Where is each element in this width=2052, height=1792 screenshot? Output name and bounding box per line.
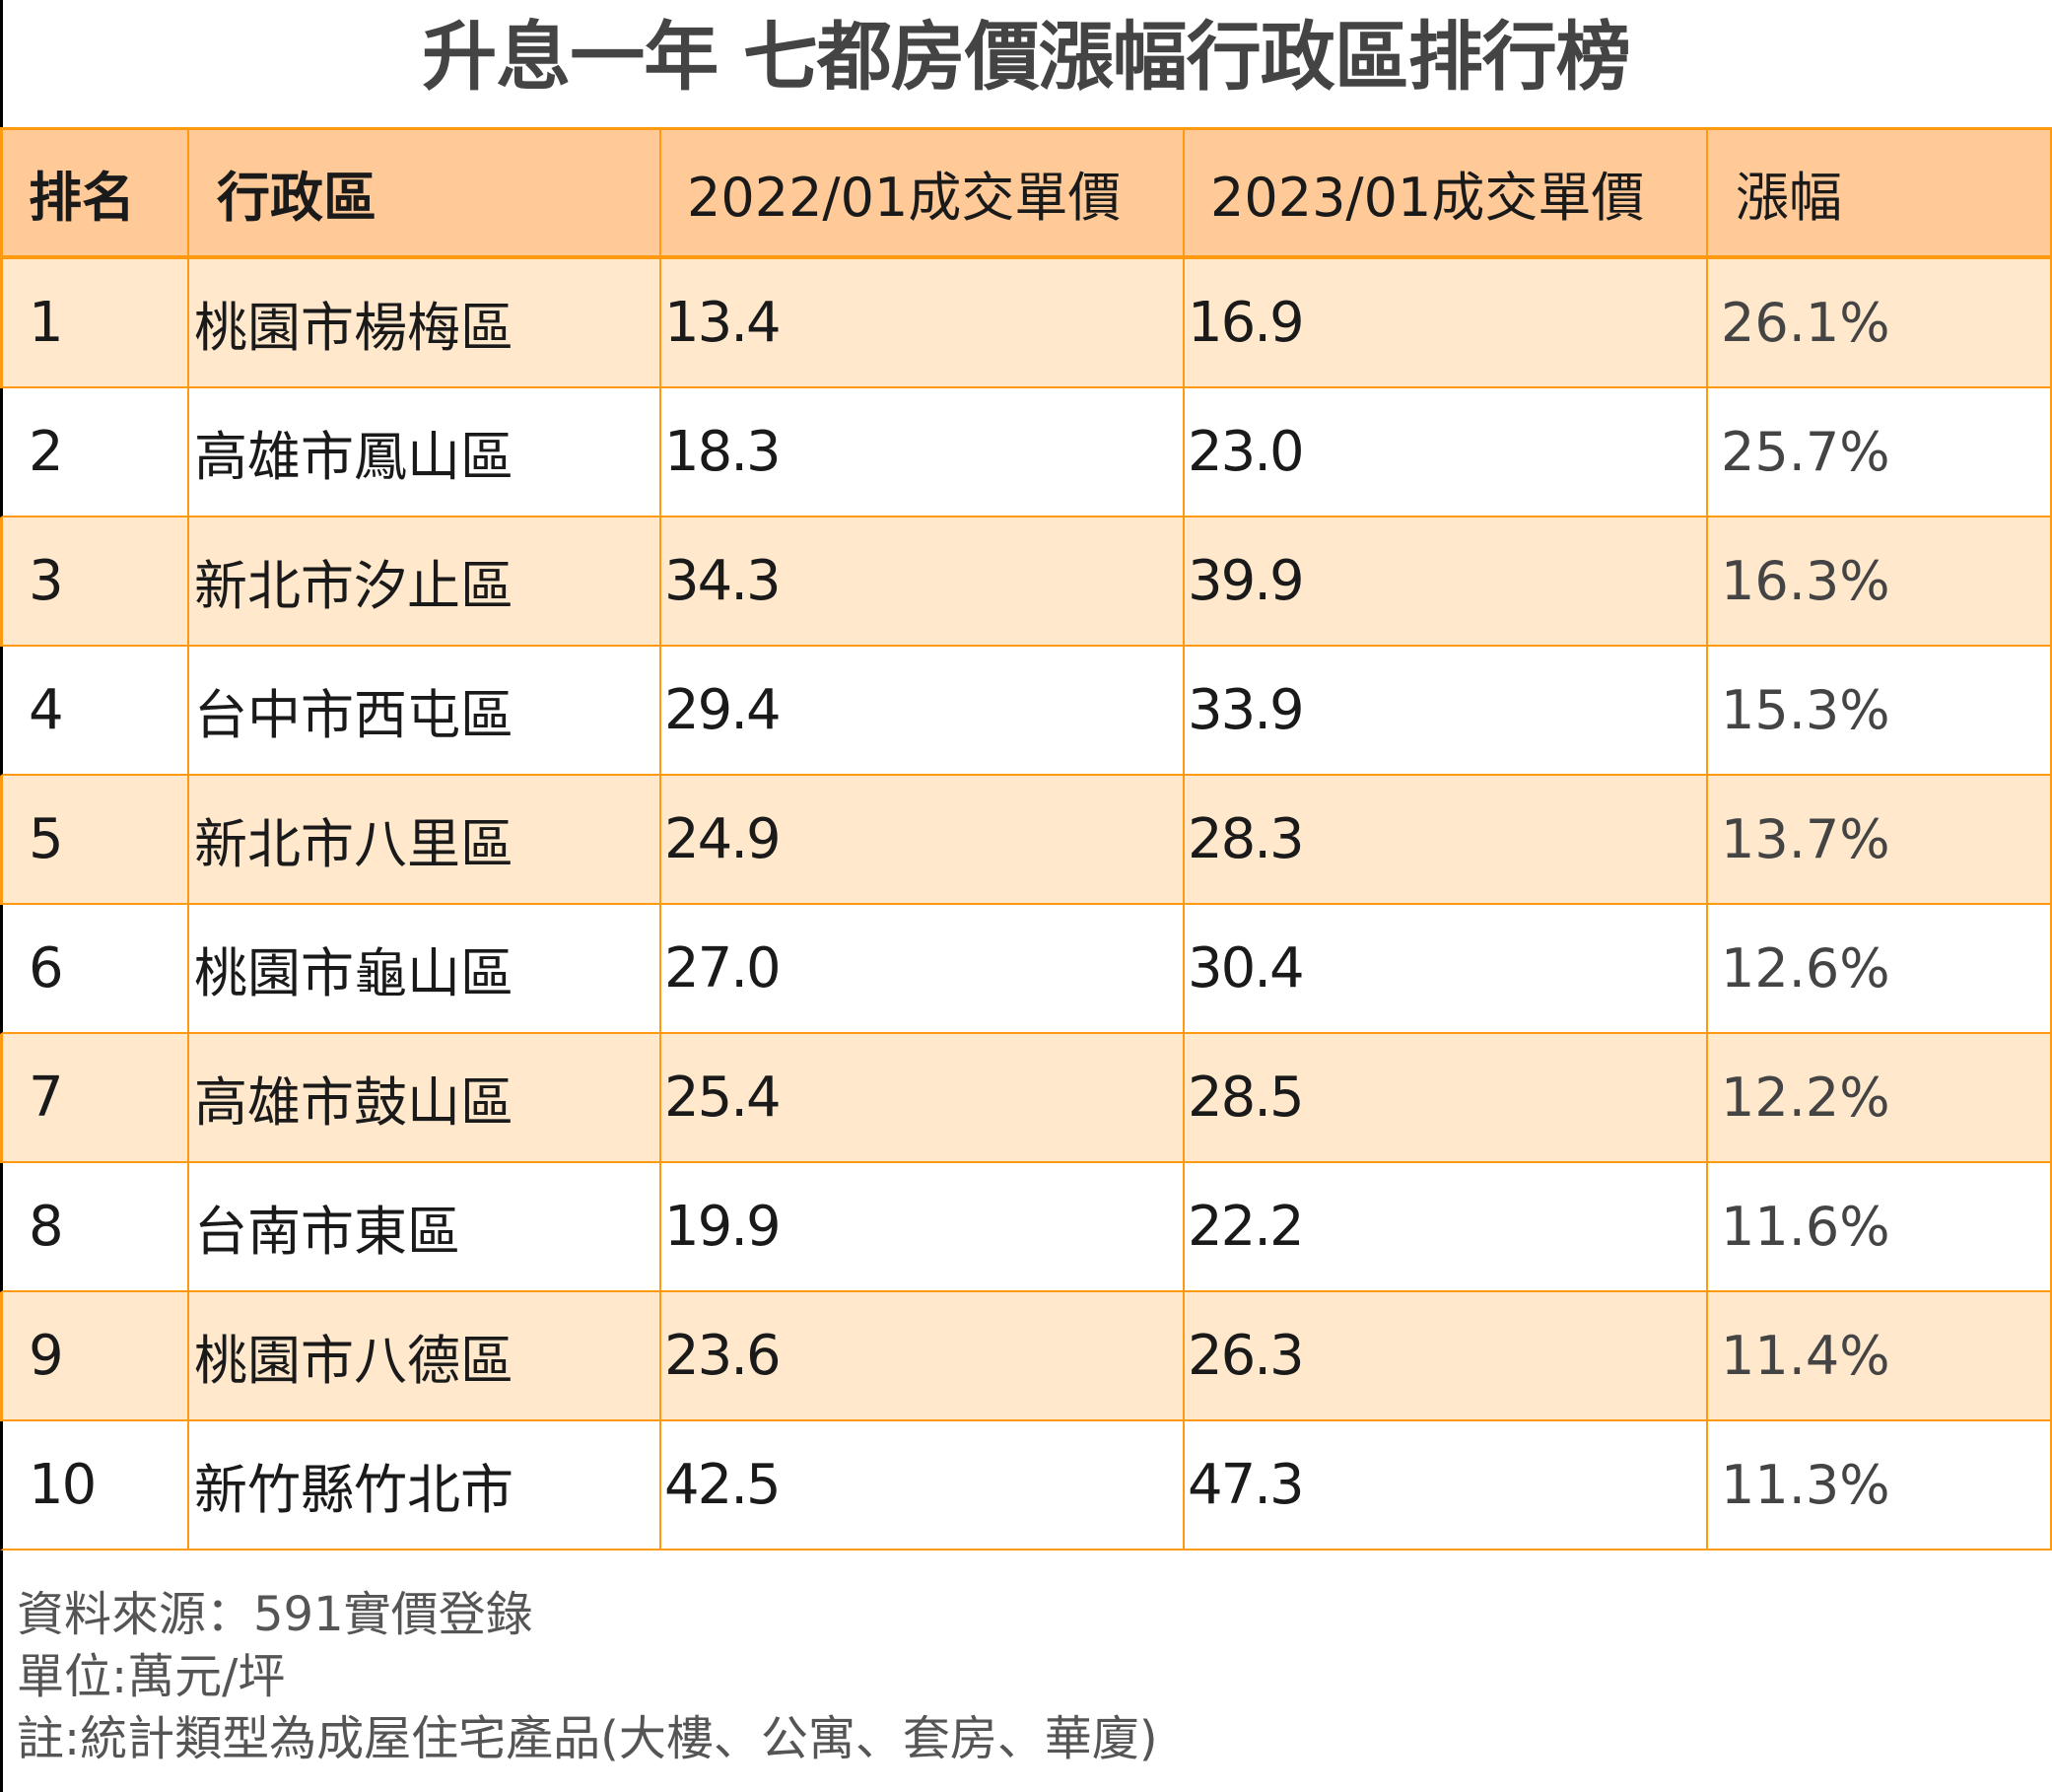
change-cell: 11.4% <box>1721 1325 1890 1387</box>
table-row: 6 桃園市龜山區 27.0 30.4 12.6% <box>0 905 2052 1034</box>
change-cell: 12.2% <box>1721 1067 1890 1129</box>
price-2023-cell: 28.5 <box>1185 1034 1708 1161</box>
price-2023-cell: 16.9 <box>1185 259 1708 386</box>
rank-cell: 4 <box>3 647 189 774</box>
header-rank: 排名 <box>3 130 189 255</box>
price-2022-cell: 24.9 <box>661 776 1185 903</box>
table-row: 7 高雄市鼓山區 25.4 28.5 12.2% <box>0 1034 2052 1163</box>
change-cell: 26.1% <box>1721 292 1890 354</box>
rank-cell: 7 <box>3 1034 189 1161</box>
district-cell: 新北市八里區 <box>189 776 661 903</box>
table-header-row: 排名 行政區 2022/01成交單價 2023/01成交單價 漲幅 <box>0 127 2052 259</box>
price-2022-cell: 23.6 <box>661 1292 1185 1419</box>
change-cell: 16.3% <box>1721 550 1890 612</box>
table-row: 1 桃園市楊梅區 13.4 16.9 26.1% <box>0 259 2052 388</box>
rank-cell: 9 <box>3 1292 189 1419</box>
price-2022-cell: 19.9 <box>661 1163 1185 1290</box>
table-row: 4 台中市西屯區 29.4 33.9 15.3% <box>0 647 2052 776</box>
price-2022-cell: 13.4 <box>661 259 1185 386</box>
price-2022-cell: 25.4 <box>661 1034 1185 1161</box>
table-row: 3 新北市汐止區 34.3 39.9 16.3% <box>0 517 2052 647</box>
rank-cell: 1 <box>3 259 189 386</box>
scope-note: 註:統計類型為成屋住宅產品(大樓、公寓、套房、華廈) <box>17 1711 1158 1766</box>
table-row: 8 台南市東區 19.9 22.2 11.6% <box>0 1163 2052 1292</box>
price-2022-cell: 29.4 <box>661 647 1185 774</box>
header-district: 行政區 <box>189 130 661 255</box>
district-cell: 新竹縣竹北市 <box>189 1421 661 1549</box>
district-cell: 桃園市楊梅區 <box>189 259 661 386</box>
change-cell: 11.3% <box>1721 1454 1890 1516</box>
price-2023-cell: 47.3 <box>1185 1421 1708 1549</box>
price-2022-cell: 34.3 <box>661 517 1185 645</box>
header-price-2022: 2022/01成交單價 <box>661 130 1185 255</box>
page-title: 升息一年 七都房價漲幅行政區排行榜 <box>422 13 1630 101</box>
table-row: 10 新竹縣竹北市 42.5 47.3 11.3% <box>0 1421 2052 1551</box>
price-2023-cell: 39.9 <box>1185 517 1708 645</box>
rank-cell: 10 <box>3 1421 189 1549</box>
district-cell: 桃園市八德區 <box>189 1292 661 1419</box>
change-cell: 25.7% <box>1721 421 1890 483</box>
district-cell: 新北市汐止區 <box>189 517 661 645</box>
district-cell: 台中市西屯區 <box>189 647 661 774</box>
rank-cell: 6 <box>3 905 189 1032</box>
footer-notes: 資料來源：591實價登錄 單位:萬元/坪 註:統計類型為成屋住宅產品(大樓、公寓… <box>17 1584 1158 1770</box>
price-2022-cell: 42.5 <box>661 1421 1185 1549</box>
ranking-table: 排名 行政區 2022/01成交單價 2023/01成交單價 漲幅 1 桃園市楊… <box>0 127 2052 1551</box>
change-cell: 13.7% <box>1721 808 1890 870</box>
price-2023-cell: 28.3 <box>1185 776 1708 903</box>
unit-note: 單位:萬元/坪 <box>17 1649 286 1704</box>
district-cell: 高雄市鼓山區 <box>189 1034 661 1161</box>
price-2022-cell: 18.3 <box>661 388 1185 516</box>
price-2023-cell: 30.4 <box>1185 905 1708 1032</box>
table-row: 2 高雄市鳳山區 18.3 23.0 25.7% <box>0 388 2052 517</box>
change-cell: 12.6% <box>1721 937 1890 999</box>
rank-cell: 5 <box>3 776 189 903</box>
district-cell: 台南市東區 <box>189 1163 661 1290</box>
table-row: 5 新北市八里區 24.9 28.3 13.7% <box>0 776 2052 905</box>
district-cell: 桃園市龜山區 <box>189 905 661 1032</box>
header-price-2023: 2023/01成交單價 <box>1185 130 1708 255</box>
price-2023-cell: 26.3 <box>1185 1292 1708 1419</box>
price-2022-cell: 27.0 <box>661 905 1185 1032</box>
change-cell: 11.6% <box>1721 1196 1890 1258</box>
price-2023-cell: 33.9 <box>1185 647 1708 774</box>
district-cell: 高雄市鳳山區 <box>189 388 661 516</box>
rank-cell: 2 <box>3 388 189 516</box>
table-row: 9 桃園市八德區 23.6 26.3 11.4% <box>0 1292 2052 1421</box>
change-cell: 15.3% <box>1721 679 1890 741</box>
header-change: 漲幅 <box>1736 167 1842 229</box>
rank-cell: 3 <box>3 517 189 645</box>
source-note: 資料來源：591實價登錄 <box>17 1587 533 1642</box>
price-2023-cell: 22.2 <box>1185 1163 1708 1290</box>
rank-cell: 8 <box>3 1163 189 1290</box>
price-2023-cell: 23.0 <box>1185 388 1708 516</box>
